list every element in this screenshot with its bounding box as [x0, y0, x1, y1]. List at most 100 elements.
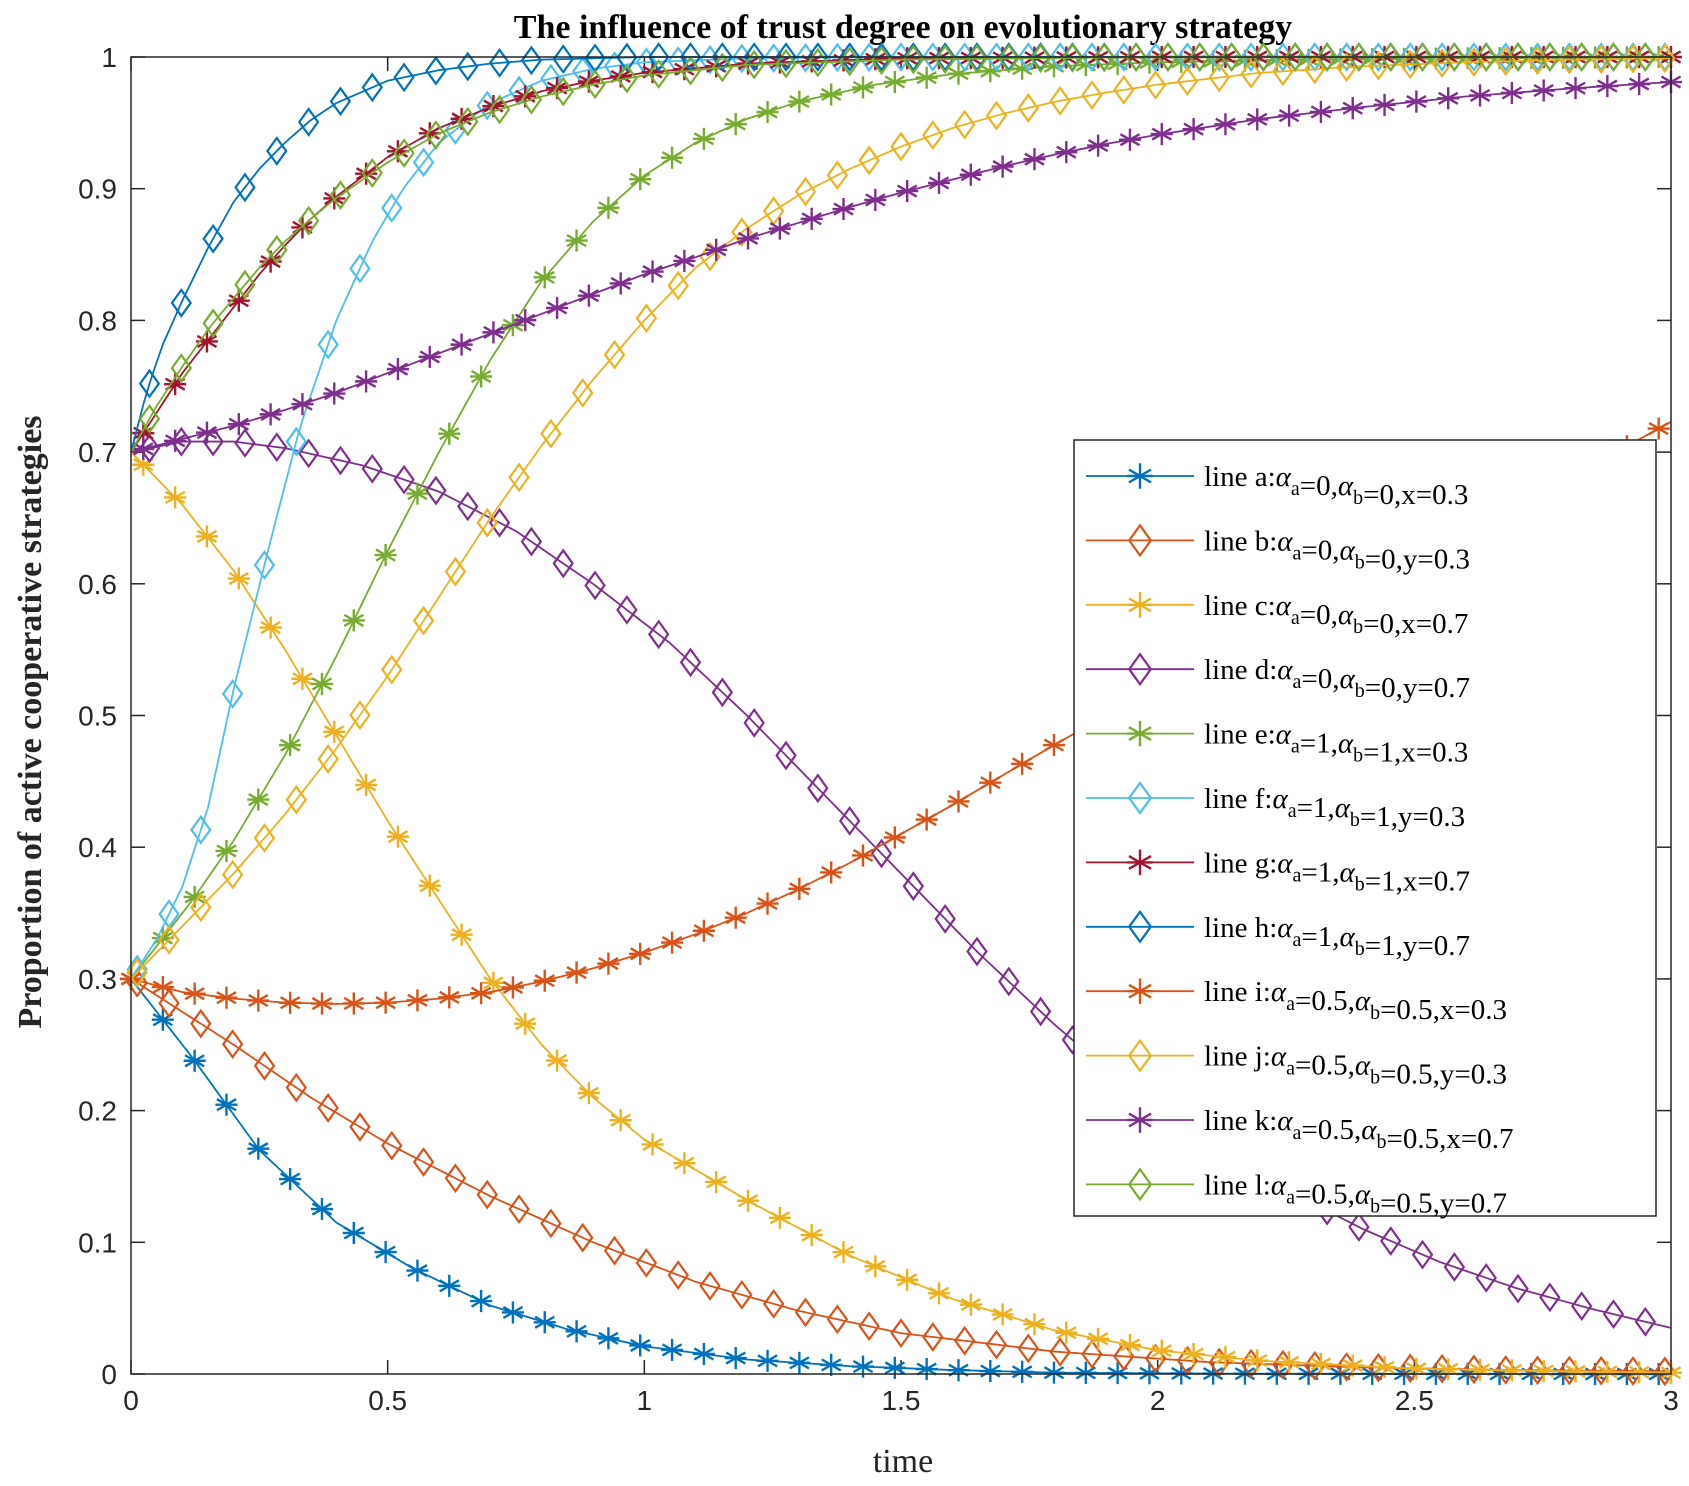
data-point-l: [1316, 42, 1338, 72]
data-point-b: [699, 1270, 721, 1301]
data-point-i: [1042, 734, 1066, 757]
data-point-f: [285, 426, 308, 457]
legend-marker-f: [1127, 781, 1153, 815]
data-point-i: [883, 826, 906, 849]
data-point-j: [1622, 43, 1644, 74]
data-point-l: [584, 69, 606, 100]
legend-item-b: line b:αa=0,αb=0,y=0.3: [1086, 523, 1470, 575]
data-point-i: [342, 992, 365, 1015]
data-point-l: [361, 158, 383, 188]
data-point-k: [1118, 128, 1141, 151]
data-point-a: [629, 1334, 652, 1357]
data-point-j: [1208, 62, 1230, 93]
legend-label-l: line l:αa=0.5,αb=0.5,y=0.7: [1204, 1169, 1507, 1219]
data-point-j: [858, 145, 880, 176]
data-point-b: [572, 1222, 594, 1253]
data-point-l: [266, 234, 288, 265]
data-point-f: [190, 814, 212, 845]
data-point-j: [985, 100, 1008, 131]
data-point-d: [266, 432, 288, 462]
data-point-j: [603, 339, 626, 370]
y-tick-label: 0: [101, 1359, 117, 1390]
data-point-b: [794, 1297, 817, 1328]
data-point-j: [285, 784, 308, 815]
data-point-a: [279, 1168, 302, 1191]
data-point-f: [221, 679, 244, 709]
legend-item-a: line a:αa=0,αb=0,x=0.3: [1086, 461, 1468, 511]
data-point-k: [514, 309, 537, 332]
data-point-c: [896, 1268, 919, 1291]
data-point-j: [635, 303, 658, 334]
data-point-i: [470, 982, 493, 1005]
legend-label-c: line c:αa=0,αb=0,x=0.7: [1204, 590, 1468, 640]
legend-item-l: line l:αa=0.5,αb=0.5,y=0.7: [1086, 1167, 1507, 1219]
data-point-i: [406, 989, 429, 1012]
data-point-k: [896, 180, 919, 203]
data-point-c: [514, 1012, 537, 1035]
data-point-b: [731, 1279, 753, 1310]
data-point-b: [412, 1147, 435, 1177]
data-point-l: [616, 63, 638, 94]
data-point-i: [915, 808, 938, 831]
data-point-i: [215, 986, 238, 1009]
data-point-e: [279, 734, 302, 757]
data-point-e: [724, 113, 747, 136]
data-point-c: [227, 567, 250, 590]
legend-item-j: line j:αa=0.5,αb=0.5,y=0.3: [1086, 1038, 1507, 1091]
data-point-i: [183, 982, 206, 1005]
data-point-k: [450, 333, 473, 356]
data-point-j: [1654, 43, 1676, 74]
data-point-j: [1144, 70, 1167, 100]
legend-item-k: line k:αa=0.5,αb=0.5,x=0.7: [1086, 1105, 1513, 1155]
x-tick-label: 3: [1663, 1385, 1679, 1416]
data-point-e: [438, 422, 461, 445]
data-point-a: [247, 1137, 270, 1160]
data-point-j: [1081, 80, 1103, 111]
data-point-h: [552, 44, 574, 74]
data-point-k: [991, 155, 1014, 178]
data-point-h: [520, 45, 543, 76]
data-point-a: [565, 1320, 588, 1343]
data-point-k: [800, 207, 823, 230]
data-point-l: [329, 180, 352, 210]
data-point-b: [762, 1288, 785, 1319]
data-point-a: [374, 1240, 397, 1264]
data-point-h: [393, 62, 415, 93]
data-point-j: [412, 605, 435, 636]
data-point-b: [1017, 1333, 1040, 1364]
data-point-a: [692, 1342, 715, 1366]
data-point-j: [1049, 85, 1071, 116]
data-point-d: [711, 677, 734, 708]
data-point-j: [1526, 45, 1549, 76]
axes-ticks: 0 0.5 1 1.5 2 2.5 3 0 0.1 0.2 0.3 0.4 0.5 0.6 0.7 0.8 0.…: [78, 42, 1679, 1416]
data-point-c: [323, 720, 346, 743]
data-point-k: [227, 413, 250, 436]
data-point-l: [1029, 43, 1052, 74]
data-point-h: [870, 42, 893, 72]
data-point-c: [927, 1282, 951, 1305]
data-point-d: [297, 438, 320, 469]
data-point-c: [1214, 1346, 1237, 1369]
data-point-k: [768, 217, 791, 240]
series-path-d: [130, 440, 1672, 1329]
data-point-j: [1240, 58, 1262, 89]
data-point-j: [826, 160, 849, 191]
data-point-j: [1304, 54, 1326, 85]
data-point-e: [979, 60, 1002, 83]
data-point-c: [450, 923, 473, 946]
legend-label-h: line h:αa=1,αb=1,y=0.7: [1204, 912, 1470, 962]
data-point-h: [775, 42, 797, 72]
data-point-c: [1309, 1352, 1332, 1375]
data-point-k: [1055, 141, 1078, 164]
data-point-d: [1029, 996, 1052, 1027]
data-point-a: [661, 1338, 684, 1361]
legend-label-i: line i:αa=0.5,αb=0.5,x=0.3: [1204, 976, 1507, 1026]
data-point-c: [1023, 1313, 1046, 1336]
data-point-h: [838, 42, 861, 72]
legend-label-k: line k:αa=0.5,αb=0.5,x=0.7: [1204, 1105, 1513, 1155]
data-point-c: [418, 874, 441, 897]
series-line-k: [130, 70, 1683, 460]
data-point-l: [520, 84, 543, 115]
data-point-j: [953, 109, 976, 140]
data-point-c: [609, 1109, 632, 1132]
